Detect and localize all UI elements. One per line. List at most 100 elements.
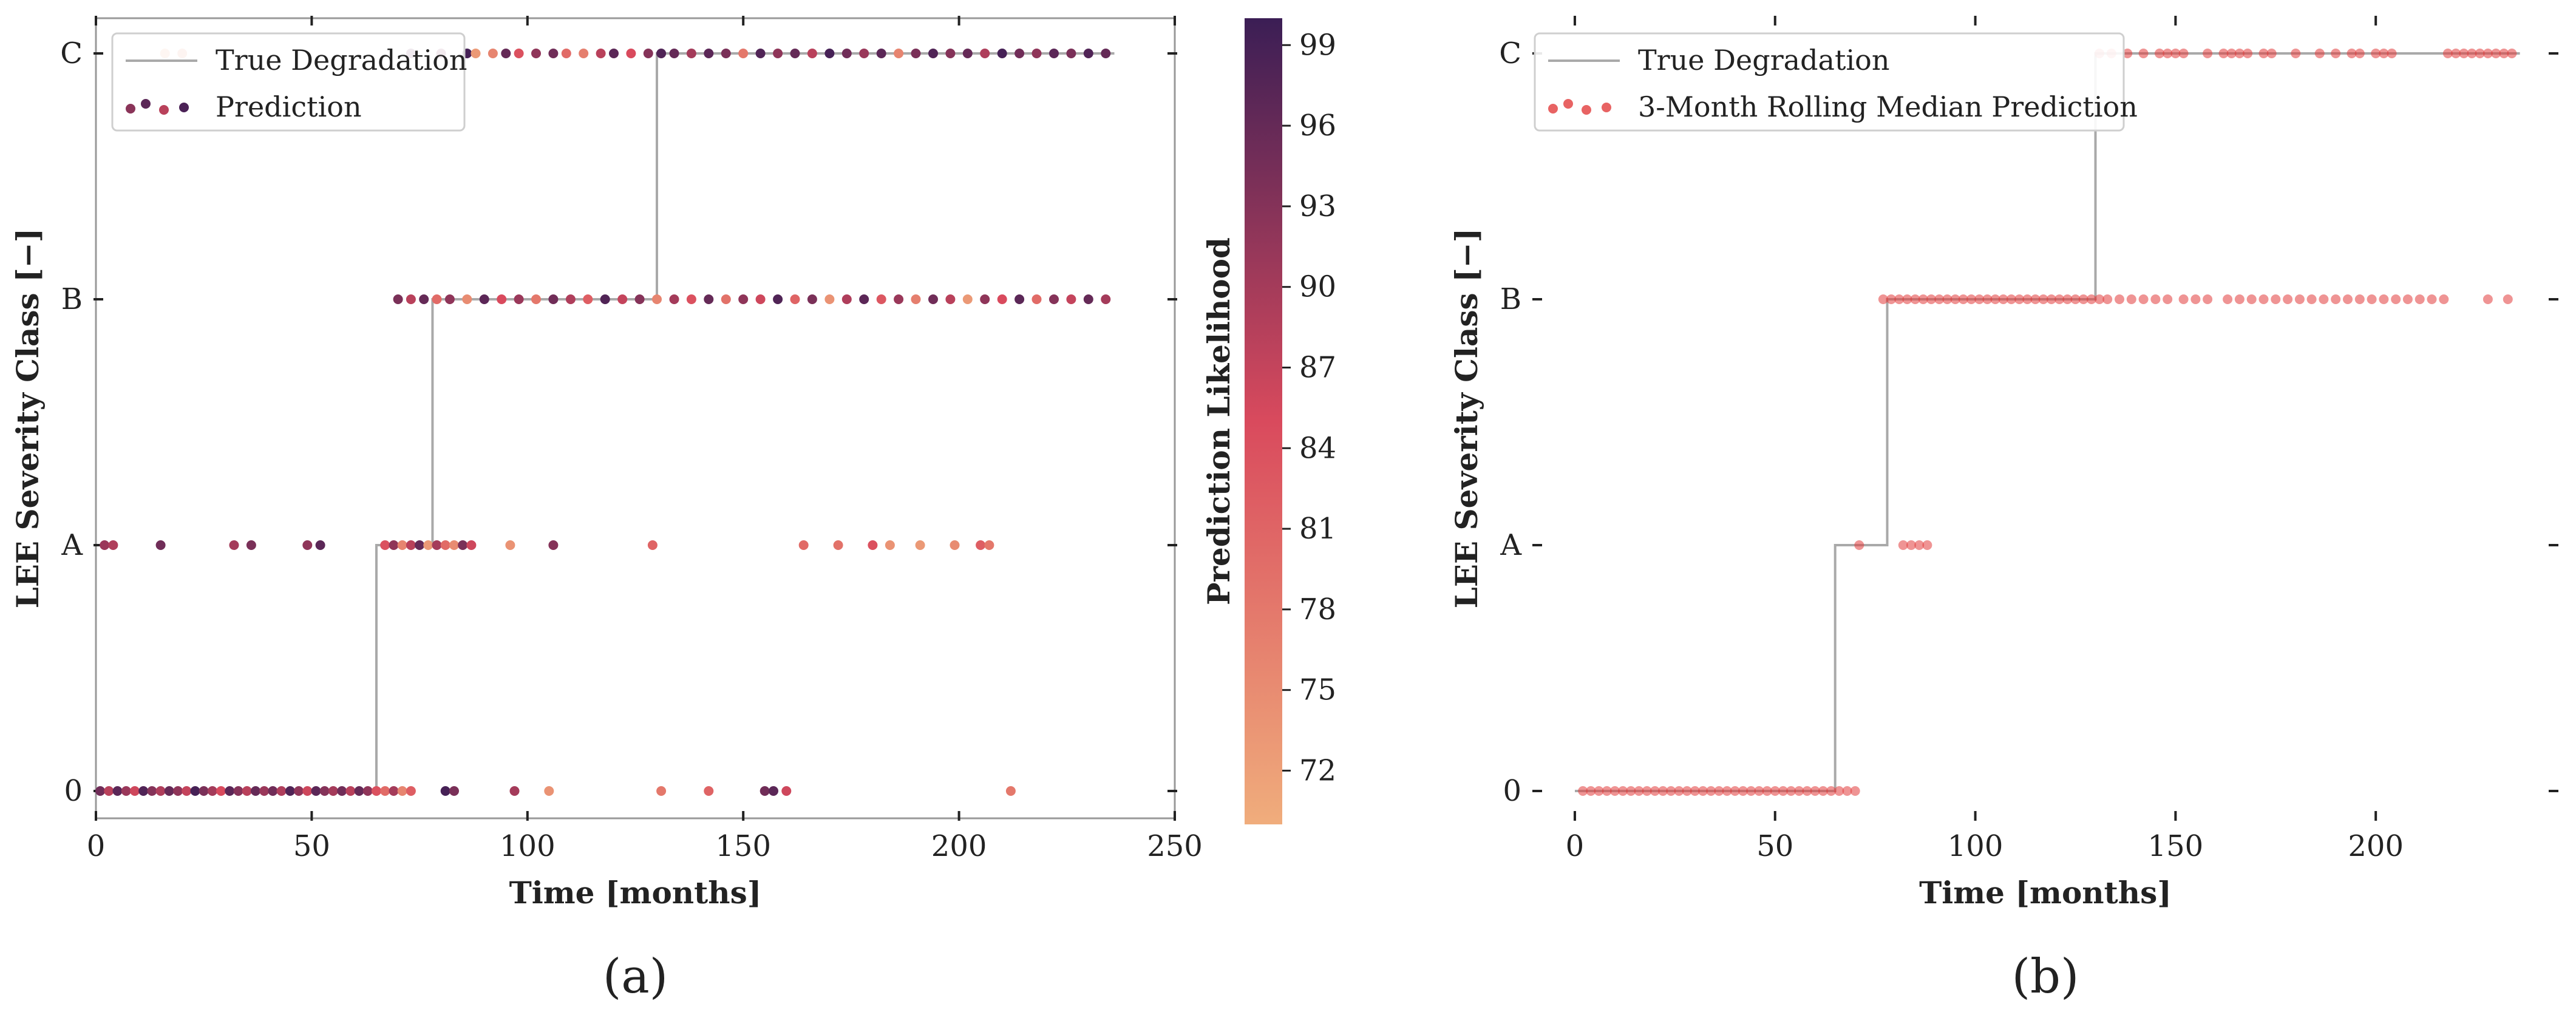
panel-a: 0 A B C 0 50 100 150 200 250 Time [months] LEE Seve…	[10, 16, 1203, 1004]
colorbar-tick-label: 93	[1299, 189, 1336, 223]
data-point	[1031, 49, 1042, 58]
data-point	[1101, 294, 1111, 304]
data-point	[1586, 786, 1596, 796]
data-point	[130, 786, 140, 796]
data-point	[389, 540, 399, 550]
data-point	[2283, 294, 2293, 304]
data-point	[1706, 786, 1716, 796]
data-point	[790, 49, 800, 58]
data-point	[1878, 294, 1888, 304]
data-point	[2234, 49, 2245, 58]
data-point	[1826, 786, 1837, 796]
data-point	[242, 786, 252, 796]
data-point	[2467, 49, 2477, 58]
data-point	[769, 786, 778, 796]
data-point	[1990, 294, 2000, 304]
data-point	[1958, 294, 1968, 304]
data-point	[432, 294, 442, 304]
data-point	[406, 540, 416, 550]
data-point	[259, 786, 270, 796]
data-point	[859, 49, 869, 58]
data-point	[406, 786, 416, 796]
data-point	[565, 294, 576, 304]
data-point	[876, 49, 886, 58]
data-point	[911, 49, 921, 58]
data-point	[294, 786, 304, 796]
data-point	[1810, 786, 1820, 796]
data-point	[1886, 294, 1897, 304]
data-point	[268, 786, 278, 796]
data-point	[471, 49, 481, 58]
data-point	[1101, 49, 1111, 58]
data-point	[2022, 294, 2033, 304]
data-point	[755, 49, 766, 58]
data-point	[444, 294, 455, 304]
data-point	[1802, 786, 1812, 796]
data-point	[2046, 294, 2056, 304]
data-point	[704, 49, 714, 58]
data-point	[561, 49, 571, 58]
data-point	[962, 49, 973, 58]
data-point	[2070, 294, 2081, 304]
data-point	[1642, 786, 1652, 796]
data-point	[1698, 786, 1708, 796]
data-point	[1650, 786, 1660, 796]
data-point	[302, 540, 313, 550]
legend-box	[1534, 32, 2125, 132]
colorbar-tick-label: 75	[1299, 673, 1336, 707]
data-point	[950, 540, 960, 550]
data-point	[2451, 49, 2461, 58]
data-point	[104, 786, 114, 796]
legend-marker-swatch	[159, 105, 169, 115]
legend-marker-swatch	[1548, 104, 1558, 114]
data-point	[246, 540, 256, 550]
y-tick-label: 0	[64, 774, 83, 808]
colorbar: 72 75 78 81 84 87 90 93 96 99 Prediction Likelihoo…	[1201, 18, 1336, 824]
data-point	[2243, 49, 2253, 58]
data-point	[1914, 540, 1925, 550]
data-point	[155, 540, 166, 550]
data-point	[1049, 49, 1059, 58]
data-point	[669, 49, 679, 58]
legend-marker-swatch	[1602, 103, 1611, 112]
data-point	[121, 786, 131, 796]
data-point	[2507, 49, 2517, 58]
data-point	[397, 540, 407, 550]
data-point	[1778, 786, 1788, 796]
data-point	[276, 786, 287, 796]
data-point	[760, 786, 770, 796]
data-point	[1031, 294, 1042, 304]
data-point	[182, 786, 192, 796]
data-point	[841, 294, 852, 304]
data-point	[1049, 294, 1059, 304]
data-point	[928, 294, 938, 304]
colorbar-tick-label: 78	[1299, 592, 1336, 626]
data-point	[302, 786, 313, 796]
colorbar-tick-label: 96	[1299, 109, 1336, 143]
y-tick-label: A	[61, 528, 83, 562]
data-point	[2155, 49, 2164, 58]
data-point	[100, 540, 110, 550]
data-point	[2291, 49, 2301, 58]
data-point	[686, 49, 696, 58]
data-point	[1014, 49, 1025, 58]
data-point	[945, 49, 956, 58]
data-point	[440, 540, 450, 550]
data-point	[1762, 786, 1772, 796]
data-point	[609, 49, 619, 58]
data-point	[505, 540, 515, 550]
data-point	[315, 540, 325, 550]
data-point	[1794, 786, 1804, 796]
data-point	[2379, 49, 2389, 58]
data-point	[1618, 786, 1628, 796]
data-point	[868, 540, 878, 550]
data-point	[488, 49, 498, 58]
data-point	[548, 294, 559, 304]
data-point	[393, 294, 403, 304]
data-point	[669, 294, 679, 304]
data-point	[1083, 49, 1093, 58]
x-tick-label: 150	[2148, 829, 2204, 863]
y-tick-label: C	[1499, 36, 1521, 70]
data-point	[514, 49, 524, 58]
data-point	[285, 786, 295, 796]
